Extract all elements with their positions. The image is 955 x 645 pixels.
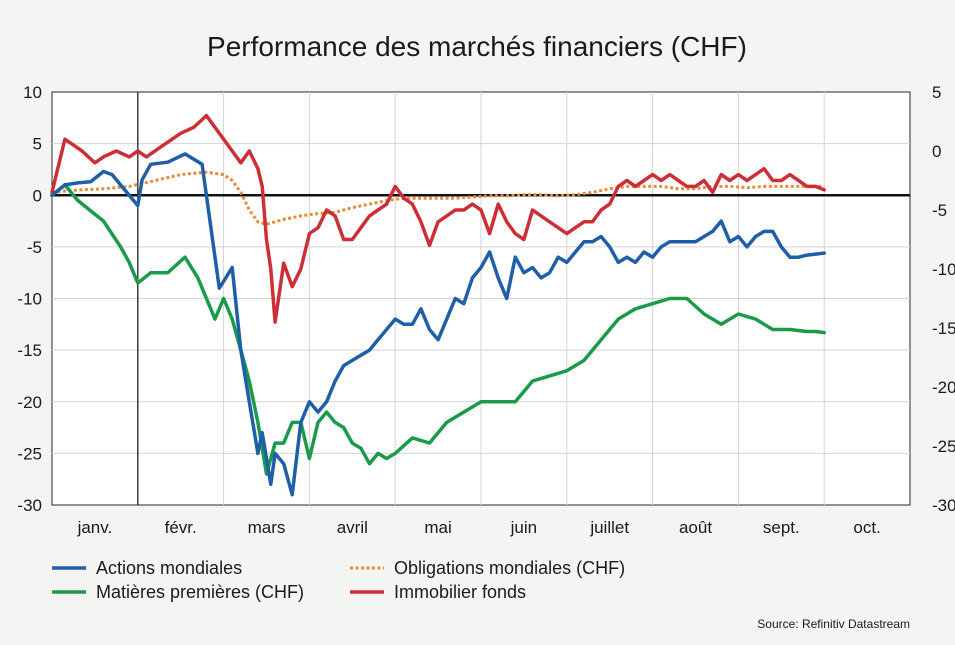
legend-label-actions: Actions mondiales bbox=[96, 558, 242, 578]
legend-label-matieres: Matières premières (CHF) bbox=[96, 582, 304, 602]
y-right-tick-label: -25 bbox=[932, 437, 955, 456]
y-right-tick-label: -20 bbox=[932, 378, 955, 397]
x-tick-label: févr. bbox=[165, 518, 197, 537]
x-tick-label: mars bbox=[248, 518, 286, 537]
y-left-tick-label: -30 bbox=[17, 496, 42, 515]
series-line-actions bbox=[50, 152, 826, 497]
y-right-tick-label: 5 bbox=[932, 83, 941, 102]
axes: 10 5 0 -5 -10 -15 -20 -25 -30 5 0 -5 -10 -15 -20 -25 -30… bbox=[17, 83, 955, 537]
x-tick-label: janv. bbox=[77, 518, 113, 537]
x-tick-label: avril bbox=[337, 518, 368, 537]
x-tick-label: juillet bbox=[589, 518, 629, 537]
series-layer bbox=[50, 113, 826, 497]
y-left-tick-label: 5 bbox=[33, 135, 42, 154]
grid bbox=[52, 92, 910, 505]
y-right-tick-label: -5 bbox=[932, 201, 947, 220]
x-tick-label: juin bbox=[510, 518, 537, 537]
y-left-tick-label: -10 bbox=[17, 290, 42, 309]
x-tick-label: mai bbox=[424, 518, 451, 537]
x-tick-label: sept. bbox=[763, 518, 800, 537]
y-right-tick-label: -10 bbox=[932, 260, 955, 279]
chart-title: Performance des marchés financiers (CHF) bbox=[207, 31, 747, 62]
legend-label-obligations: Obligations mondiales (CHF) bbox=[394, 558, 625, 578]
legend-label-immobilier: Immobilier fonds bbox=[394, 582, 526, 602]
y-right-tick-label: 0 bbox=[932, 142, 941, 161]
y-right-tick-label: -30 bbox=[932, 496, 955, 515]
x-tick-label: août bbox=[679, 518, 712, 537]
x-tick-label: oct. bbox=[853, 518, 880, 537]
y-right-tick-label: -15 bbox=[932, 319, 955, 338]
y-left-tick-label: -20 bbox=[17, 393, 42, 412]
source-note: Source: Refinitiv Datastream bbox=[757, 617, 910, 631]
legend: Actions mondiales Matières premières (CHF… bbox=[52, 558, 625, 602]
y-left-tick-label: 10 bbox=[23, 83, 42, 102]
y-left-tick-label: -25 bbox=[17, 444, 42, 463]
series-line-matieres bbox=[50, 183, 826, 476]
y-left-tick-label: -15 bbox=[17, 341, 42, 360]
y-left-tick-label: 0 bbox=[33, 186, 42, 205]
series-line-obligations bbox=[51, 170, 825, 226]
series-line-immobilier bbox=[50, 113, 826, 324]
y-left-tick-label: -5 bbox=[27, 238, 42, 257]
